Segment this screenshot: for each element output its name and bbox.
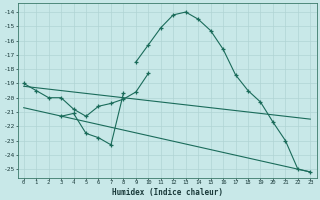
X-axis label: Humidex (Indice chaleur): Humidex (Indice chaleur): [111, 188, 222, 197]
